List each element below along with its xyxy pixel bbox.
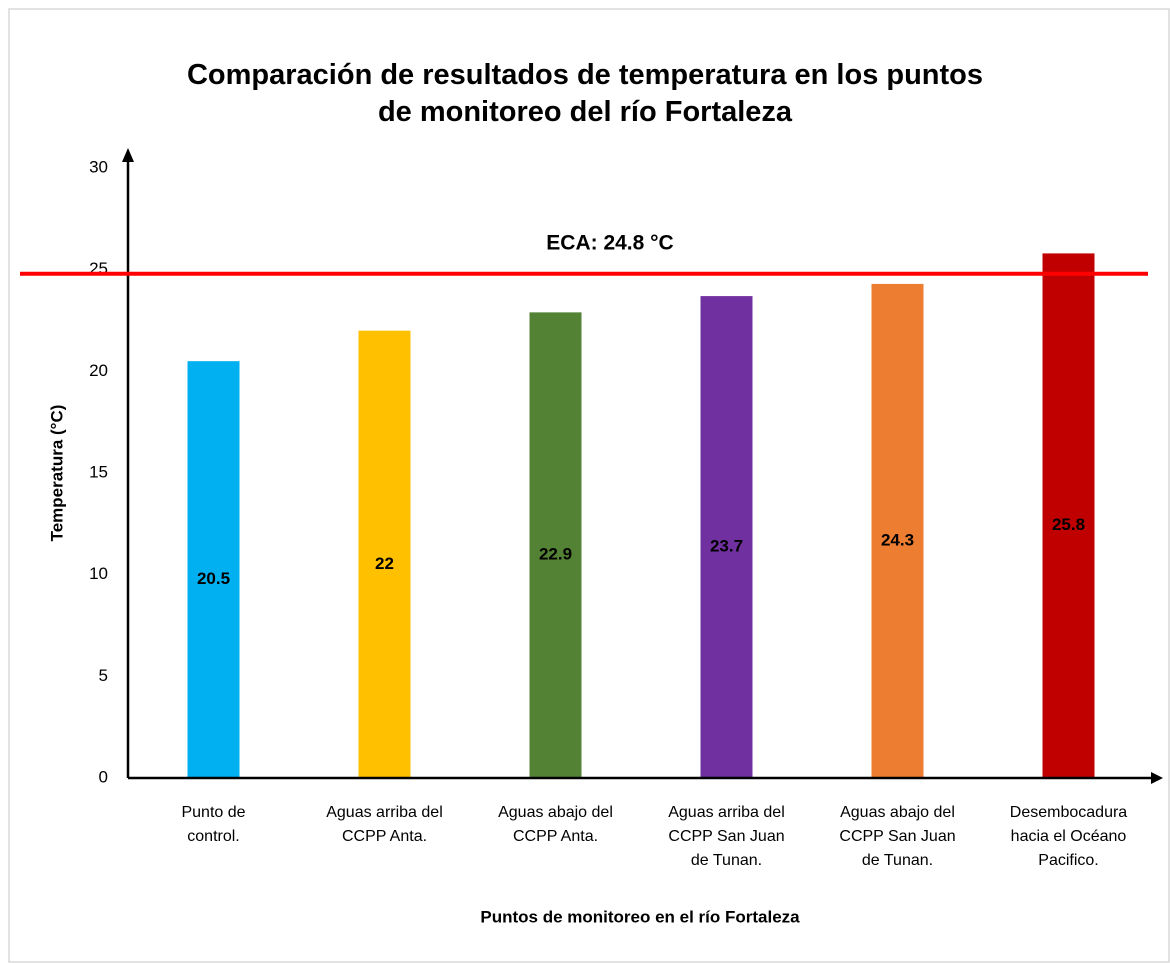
y-tick-label: 20	[89, 361, 108, 380]
y-tick-label: 10	[89, 564, 108, 583]
bar	[529, 312, 582, 778]
y-tick-label: 30	[89, 157, 108, 176]
x-tick-label: Aguas abajo del CCPP Anta.	[498, 804, 613, 845]
y-tick-label: 5	[99, 666, 108, 685]
x-axis-arrow	[1151, 772, 1163, 784]
data-label: 20.5	[197, 569, 230, 588]
x-tick-label: Desembocadura hacia el Océano Pacifico.	[1010, 804, 1128, 869]
bar	[871, 283, 924, 778]
x-axis-title: Puntos de monitoreo en el río Fortaleza	[480, 907, 800, 926]
y-axis-arrow	[122, 148, 134, 162]
y-tick-label: 15	[89, 462, 108, 481]
data-label: 24.3	[881, 530, 914, 549]
bar	[700, 296, 753, 778]
y-axis-title: Temperatura (°C)	[47, 405, 66, 542]
bar	[358, 330, 411, 778]
data-label: 25.8	[1052, 515, 1085, 534]
y-tick-label: 0	[99, 767, 108, 786]
bar	[187, 361, 240, 778]
data-label: 22	[375, 554, 394, 573]
reference-label: ECA: 24.8 °C	[546, 231, 673, 254]
x-tick-label: Aguas arriba del CCPP San Juan de Tunan.	[668, 804, 785, 869]
x-tick-label: Aguas abajo del CCPP San Juan de Tunan.	[839, 804, 955, 869]
x-tick-label: Punto de control.	[181, 804, 245, 845]
data-label: 23.7	[710, 537, 743, 556]
chart-title: Comparación de resultados de temperatura…	[187, 59, 983, 128]
data-label: 22.9	[539, 545, 572, 564]
x-tick-label: Aguas arriba del CCPP Anta.	[326, 804, 443, 845]
bar	[1042, 253, 1095, 778]
